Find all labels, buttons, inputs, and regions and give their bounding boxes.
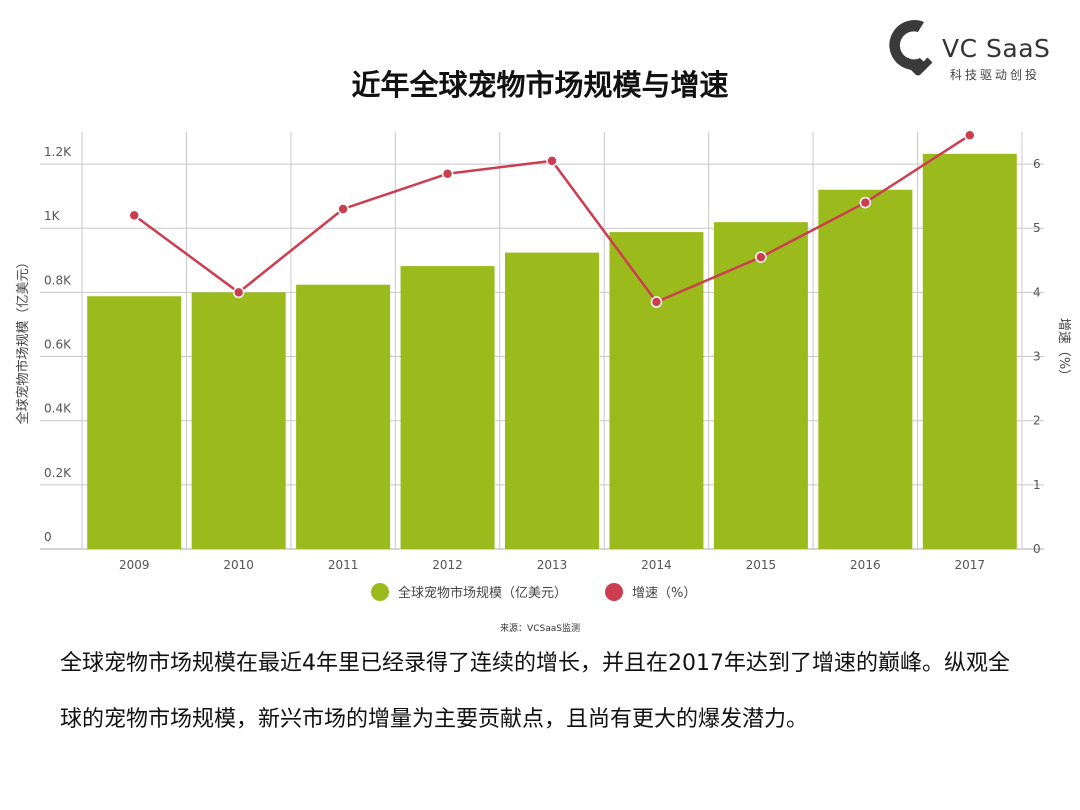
- y2-tick-label: 5: [1033, 221, 1041, 235]
- legend-bar-swatch: [371, 583, 389, 601]
- y2-tick-label: 0: [1033, 542, 1041, 556]
- x-tick-label: 2014: [641, 558, 672, 572]
- y-tick-label: 0.2K: [44, 466, 72, 480]
- x-tick-label: 2017: [955, 558, 986, 572]
- growth-point: [546, 155, 558, 167]
- growth-point: [964, 129, 976, 141]
- logo-subtitle: 科技驱动创投: [950, 68, 1041, 82]
- bar: [87, 296, 182, 549]
- legend-line-label: 增速（%）: [632, 586, 696, 601]
- source-note: 来源：VCSaaS监测: [500, 624, 580, 634]
- y2-axis-title: 增速（%）: [1056, 318, 1071, 382]
- axis-layer: 0 0.2K 0.4K 0.6K 0.8K 1K 1.2K 0 1 2 3 4 5 6 2009 2010 20…: [15, 145, 1071, 572]
- bar: [191, 292, 286, 549]
- bar: [296, 284, 391, 549]
- bar: [609, 232, 704, 549]
- line-layer: [128, 129, 976, 308]
- x-tick-label: 2015: [746, 558, 777, 572]
- x-tick-label: 2010: [223, 558, 254, 572]
- x-tick-label: 2013: [537, 558, 568, 572]
- y-tick-label: 1K: [44, 209, 61, 223]
- bar: [713, 222, 808, 549]
- growth-point: [650, 296, 663, 308]
- logo-text: VC SaaS: [942, 34, 1051, 63]
- y2-tick-label: 1: [1033, 478, 1041, 492]
- vcsaas-logo-icon: [889, 20, 933, 76]
- growth-point: [128, 209, 140, 222]
- y2-tick-label: 4: [1033, 285, 1041, 299]
- y-tick-label: 1.2K: [44, 145, 72, 159]
- y2-tick-label: 3: [1033, 350, 1041, 364]
- legend-line-swatch: [605, 583, 623, 601]
- growth-point: [337, 203, 349, 215]
- y2-tick-label: 2: [1033, 414, 1041, 428]
- vcsaas-logo: VC SaaS 科技驱动创投: [884, 14, 1054, 84]
- bars-layer: [87, 153, 1017, 549]
- bar: [818, 189, 913, 549]
- growth-point: [441, 167, 454, 180]
- description-paragraph: 全球宠物市场规模在最近4年里已经录得了连续的增长，并且在2017年达到了增速的巅…: [60, 651, 1010, 732]
- growth-point: [755, 251, 767, 263]
- chart: 0 0.2K 0.4K 0.6K 0.8K 1K 1.2K 0 1 2 3 4 5 6 2009 2010 20…: [15, 129, 1071, 601]
- chart-title: 近年全球宠物市场规模与增速: [351, 68, 729, 102]
- growth-point: [859, 196, 872, 209]
- x-tick-label: 2016: [850, 558, 881, 572]
- x-tick-label: 2012: [432, 558, 463, 572]
- legend-bar-label: 全球宠物市场规模（亿美元）: [398, 585, 567, 601]
- bar: [400, 266, 495, 549]
- y-tick-label: 0.6K: [44, 338, 72, 352]
- bar: [505, 252, 599, 549]
- x-tick-label: 2009: [119, 558, 150, 572]
- x-tick-label: 2011: [328, 558, 359, 572]
- y-tick-label: 0: [44, 530, 52, 544]
- y-axis-title: 全球宠物市场规模（亿美元）: [15, 255, 31, 424]
- y-tick-label: 0.4K: [44, 402, 72, 416]
- bar: [922, 153, 1017, 549]
- y-tick-label: 0.8K: [44, 273, 72, 287]
- legend-layer: 全球宠物市场规模（亿美元） 增速（%）: [371, 583, 696, 601]
- growth-point: [232, 286, 245, 299]
- y2-tick-label: 6: [1033, 157, 1041, 171]
